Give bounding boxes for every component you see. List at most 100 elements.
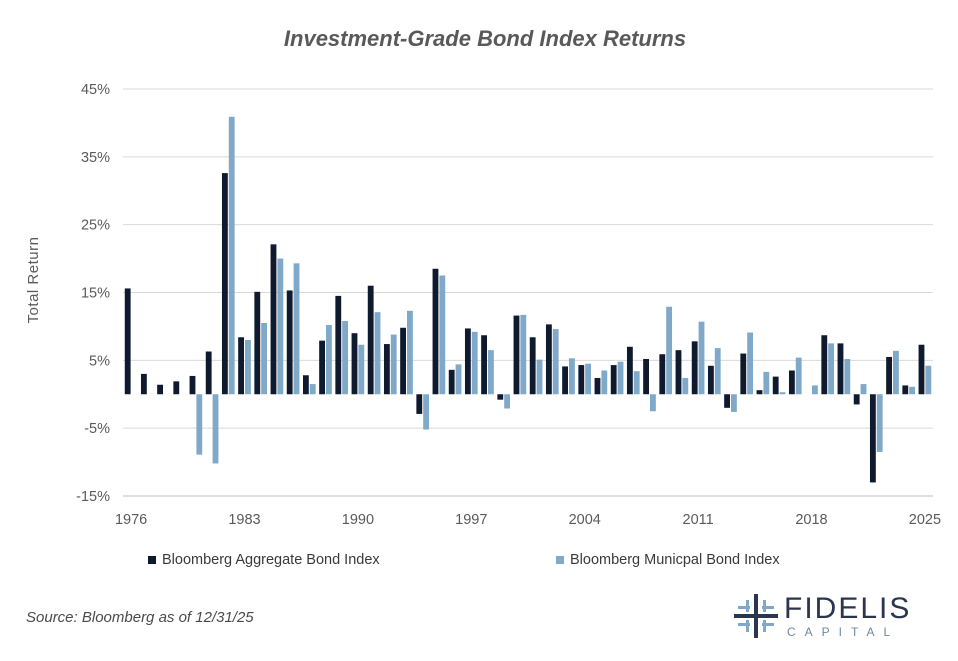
bar-aggregate <box>302 375 309 395</box>
legend-label-aggregate: Bloomberg Aggregate Bond Index <box>162 552 380 568</box>
bar-municipal <box>504 394 511 409</box>
bar-aggregate <box>432 268 439 395</box>
bar-municipal <box>196 394 203 455</box>
x-tick-label: 1997 <box>455 512 487 528</box>
bar-municipal <box>228 116 235 395</box>
x-tick-label: 2018 <box>795 512 827 528</box>
bar-aggregate <box>513 315 520 395</box>
bar-aggregate <box>675 350 682 395</box>
legend-label-municipal: Bloomberg Municpal Bond Index <box>570 552 780 568</box>
bar-aggregate <box>707 365 714 395</box>
bar-aggregate <box>788 370 795 395</box>
x-tick-label: 1983 <box>228 512 260 528</box>
bar-municipal <box>569 358 575 395</box>
chart-title: Investment-Grade Bond Index Returns <box>283 26 687 51</box>
bar-aggregate <box>626 346 633 395</box>
bar-aggregate <box>659 354 666 395</box>
bar-municipal <box>909 386 916 395</box>
x-tick-label: 1976 <box>115 512 147 528</box>
bar-aggregate <box>578 365 585 395</box>
bar-aggregate <box>286 290 293 395</box>
y-tick-label: 5% <box>89 353 110 369</box>
logo-subtitle: CAPITAL <box>787 625 900 639</box>
bar-municipal <box>407 310 413 395</box>
y-tick-label: 35% <box>81 150 110 166</box>
x-tick-label: 2004 <box>569 512 601 528</box>
bar-municipal <box>860 384 867 395</box>
bar-aggregate <box>319 340 325 395</box>
bar-aggregate <box>610 365 617 395</box>
bar-municipal <box>552 329 559 395</box>
x-tick-label: 1990 <box>342 512 374 528</box>
bar-municipal <box>812 385 818 395</box>
fidelis-logo: FIDELIS CAPITAL <box>732 592 942 644</box>
bar-aggregate <box>691 341 698 395</box>
y-tick-label: 15% <box>81 286 110 302</box>
bar-aggregate <box>124 288 131 395</box>
bar-aggregate <box>481 335 487 395</box>
bar-municipal <box>601 370 608 395</box>
legend-item-municipal: Bloomberg Municpal Bond Index <box>556 552 780 568</box>
bar-aggregate <box>238 337 244 395</box>
bar-aggregate <box>157 384 163 395</box>
bar-municipal <box>925 365 932 395</box>
bar-municipal <box>666 306 673 395</box>
bar-aggregate <box>205 351 212 395</box>
bar-municipal <box>488 350 494 395</box>
bar-municipal <box>779 392 786 395</box>
bar-municipal <box>390 334 397 395</box>
bar-municipal <box>326 325 332 395</box>
bar-municipal <box>293 263 300 395</box>
bar-aggregate <box>756 390 763 395</box>
y-tick-label: -5% <box>84 421 110 437</box>
bar-municipal <box>617 361 624 395</box>
bar-aggregate <box>497 394 504 400</box>
bar-aggregate <box>724 394 730 408</box>
bar-municipal <box>731 394 737 412</box>
bar-aggregate <box>140 373 147 395</box>
bar-municipal <box>455 364 462 395</box>
bar-municipal <box>261 323 268 395</box>
legend-swatch-aggregate <box>148 556 156 564</box>
bar-municipal <box>795 357 802 395</box>
bar-municipal <box>714 348 721 395</box>
bar-municipal <box>747 332 754 395</box>
bar-municipal <box>536 359 543 395</box>
bar-municipal <box>763 371 770 395</box>
bar-aggregate <box>335 295 342 395</box>
bar-municipal <box>844 358 851 395</box>
bar-aggregate <box>643 358 649 395</box>
legend-item-aggregate: Bloomberg Aggregate Bond Index <box>148 552 380 568</box>
bar-municipal <box>309 384 316 395</box>
x-tick-label: 2025 <box>909 512 941 528</box>
grid-lines <box>123 88 933 497</box>
bar-aggregate <box>383 344 390 395</box>
bar-municipal <box>439 275 446 395</box>
x-axis-ticks: 1976 1983 1990 1997 2004 2011 2018 2025 <box>115 512 941 528</box>
bar-municipal <box>245 339 251 395</box>
bar-aggregate <box>740 353 747 395</box>
logo-wordmark: FIDELIS <box>784 592 912 625</box>
y-tick-label: 25% <box>81 218 110 234</box>
fidelis-logo-icon <box>734 594 778 638</box>
bar-aggregate <box>869 394 876 483</box>
bar-aggregate <box>189 375 196 395</box>
bar-municipal <box>342 320 349 395</box>
bar-aggregate <box>918 344 925 395</box>
bar-aggregate <box>594 377 601 395</box>
bar-municipal <box>585 363 592 395</box>
bar-aggregate <box>416 394 423 414</box>
bar-aggregate <box>448 369 455 395</box>
bar-municipal <box>682 377 689 395</box>
bar-municipal <box>633 371 640 395</box>
bar-municipal <box>358 344 365 395</box>
bar-municipal <box>520 314 527 395</box>
x-tick-label: 2011 <box>683 512 714 528</box>
bar-municipal <box>893 350 899 395</box>
bar-aggregate <box>351 333 358 395</box>
bar-aggregate <box>886 356 892 395</box>
bar-municipal <box>212 394 219 464</box>
source-note: Source: Bloomberg as of 12/31/25 <box>26 609 254 626</box>
bar-municipal <box>277 258 284 395</box>
